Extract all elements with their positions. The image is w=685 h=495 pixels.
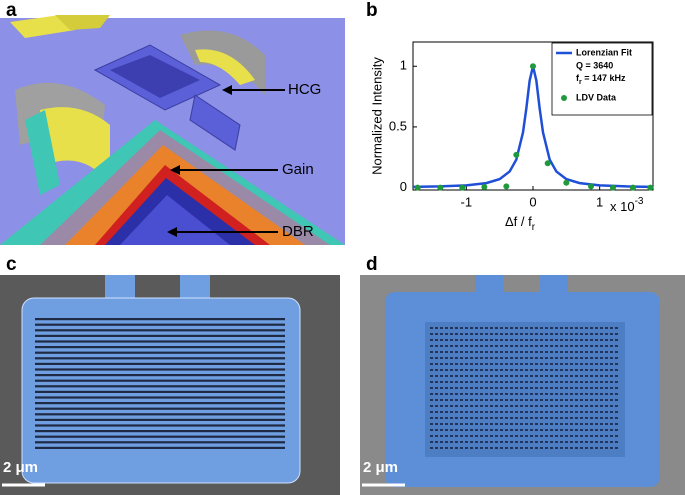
grating-slot <box>35 385 285 388</box>
panel-a-render <box>0 15 345 245</box>
scale-bar-label: 2 μm <box>363 459 398 476</box>
chart: Normalized Intensity Δf / fr x 10-3 00.5… <box>369 41 654 233</box>
data-point <box>513 151 520 158</box>
x-tick-label: 1 <box>596 194 603 209</box>
data-point <box>437 184 444 191</box>
grating-slot <box>35 379 285 382</box>
grating-slot <box>35 396 285 399</box>
grating-slot <box>35 430 285 433</box>
legend-note-part: = 147 kHz <box>582 73 626 83</box>
legend-swatch <box>561 95 567 101</box>
x-tick-label: 0 <box>529 194 536 209</box>
grating-slot <box>35 362 285 365</box>
data-point <box>610 184 616 191</box>
grating-slot <box>35 318 285 321</box>
panel-d-image <box>360 275 685 495</box>
y-tick-label: 1 <box>400 58 407 73</box>
y-tick-label: 0.5 <box>389 118 407 133</box>
grating-slot <box>35 402 285 405</box>
x-axis-label: Δf / fr <box>505 214 536 232</box>
legend-label: LDV Data <box>576 92 617 102</box>
legend-note-part: f <box>576 73 580 83</box>
grating-slot <box>35 413 285 416</box>
data-point <box>481 183 488 190</box>
annotation: Gain <box>282 161 314 178</box>
grating-slot <box>35 435 285 438</box>
data-point <box>503 183 510 190</box>
grating-slot <box>35 329 285 332</box>
x-multiplier: x 10-3 <box>610 196 644 215</box>
grating-slot <box>35 368 285 371</box>
grating-slot <box>35 374 285 377</box>
x-axis-label-sub: r <box>532 222 536 233</box>
grating-slot <box>35 323 285 326</box>
data-point <box>544 160 551 167</box>
legend-note: Q = 3640 <box>576 60 613 70</box>
x-multiplier-base: x 10 <box>610 199 635 214</box>
x-multiplier-exp: -3 <box>635 196 644 207</box>
legend-note: fr = 147 kHz <box>576 73 626 85</box>
annotation: DBR <box>282 223 314 240</box>
x-axis-label-main: Δf / f <box>505 214 532 229</box>
grating-slot <box>35 334 285 337</box>
panel-label: a <box>6 0 17 21</box>
grating-slot <box>35 446 285 449</box>
data-point <box>647 184 654 191</box>
data-point <box>588 183 594 190</box>
y-tick-label: 0 <box>400 179 407 194</box>
grating-slot <box>35 424 285 427</box>
legend-box <box>551 42 653 116</box>
data-point <box>530 63 536 70</box>
grating-slot <box>35 407 285 410</box>
data-point <box>459 184 466 191</box>
annotation: HCG <box>288 81 321 98</box>
grating-slot <box>35 340 285 343</box>
panel-label: c <box>6 254 17 275</box>
grating-slot <box>35 441 285 444</box>
legend-label: Lorenzian Fit <box>576 47 632 57</box>
legend-note-part: r <box>579 79 582 86</box>
panel-label: d <box>366 254 378 275</box>
x-tick-label: -1 <box>461 194 473 209</box>
data-point <box>563 179 570 186</box>
data-point <box>630 184 636 191</box>
data-point <box>414 184 421 191</box>
grating-slot <box>35 357 285 360</box>
scale-bar-label: 2 μm <box>3 459 38 476</box>
grating-slot <box>35 346 285 349</box>
y-axis-label: Normalized Intensity <box>369 57 384 175</box>
panel-c-image <box>0 275 340 495</box>
grating-slot <box>35 390 285 393</box>
grating-slot <box>35 418 285 421</box>
grating-slot <box>35 351 285 354</box>
panel-label: b <box>366 0 378 21</box>
